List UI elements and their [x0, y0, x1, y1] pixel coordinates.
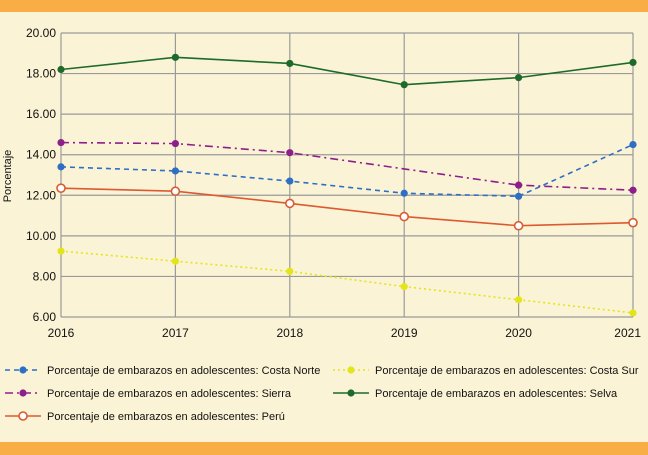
legend: Porcentaje de embarazos en adolescentes:…: [5, 365, 639, 423]
y-tick-label: 20.00: [26, 26, 56, 40]
legend-marker: [19, 389, 27, 397]
y-axis-label: Porcentaje: [2, 150, 14, 203]
legend-item: Porcentaje de embarazos en adolescentes:…: [333, 388, 618, 400]
series-line-per-: [60, 187, 634, 227]
y-axis-ticks: 6.00 8.00 10.00 12.00 14.00 16.00 18.00 20.00: [26, 26, 56, 324]
data-point: [57, 247, 65, 255]
legend-item: Porcentaje de embarazos en adolescentes:…: [5, 365, 320, 377]
data-point: [629, 58, 637, 67]
legend-label: Porcentaje de embarazos en adolescentes:…: [47, 388, 292, 400]
series-sierra: [57, 138, 637, 194]
y-tick-label: 16.00: [26, 107, 56, 121]
data-point: [286, 267, 294, 275]
y-tick-label: 18.00: [26, 67, 56, 81]
x-tick-label: 2017: [162, 326, 189, 340]
data-point: [515, 296, 523, 304]
legend-marker: [18, 411, 28, 421]
series-line-costa-sur: [60, 250, 634, 314]
data-point: [57, 163, 65, 171]
data-point: [400, 189, 408, 197]
series-per-: [56, 183, 638, 231]
data-point: [400, 81, 408, 89]
series-line-selva: [60, 56, 634, 86]
legend-item: Porcentaje de embarazos en adolescentes:…: [333, 365, 639, 377]
legend-label: Porcentaje de embarazos en adolescentes:…: [47, 411, 285, 423]
y-tick-label: 14.00: [26, 148, 56, 162]
legend-label: Porcentaje de embarazos en adolescentes:…: [47, 365, 320, 377]
legend-label: Porcentaje de embarazos en adolescentes:…: [375, 388, 618, 400]
legend-item: Porcentaje de embarazos en adolescentes:…: [5, 411, 285, 423]
data-point: [629, 140, 637, 149]
bottom-band: [0, 442, 648, 455]
y-tick-label: 12.00: [26, 188, 56, 202]
legend-marker: [19, 366, 27, 374]
data-point: [515, 74, 523, 82]
legend-label: Porcentaje de embarazos en adolescentes:…: [375, 365, 639, 377]
data-point: [286, 177, 294, 185]
data-point: [286, 59, 294, 68]
y-tick-label: 6.00: [33, 310, 57, 324]
x-tick-label: 2020: [505, 326, 532, 340]
data-point: [513, 220, 524, 231]
data-point: [286, 149, 294, 157]
series-costa-sur: [57, 247, 637, 317]
series-selva: [57, 53, 637, 89]
x-tick-label: 2019: [391, 326, 418, 340]
legend-marker: [347, 366, 355, 374]
data-point: [171, 53, 179, 61]
data-point: [629, 309, 637, 317]
x-axis-ticks: 2016 2017 2018 2019 2020 2021: [48, 326, 642, 340]
x-tick-label: 2021: [614, 326, 641, 340]
top-band: [0, 0, 648, 12]
data-point: [171, 167, 179, 175]
data-point: [171, 257, 179, 265]
data-point: [629, 186, 637, 194]
series-costa-norte: [57, 140, 637, 200]
data-point: [170, 186, 181, 197]
x-tick-label: 2018: [276, 326, 303, 340]
data-point: [56, 183, 66, 193]
data-point: [515, 181, 523, 189]
y-tick-label: 10.00: [26, 229, 56, 243]
series-line-costa-norte: [60, 143, 634, 198]
grid: [60, 32, 634, 318]
x-tick-label: 2016: [48, 326, 75, 340]
data-point: [515, 192, 523, 200]
legend-marker: [347, 389, 355, 397]
data-point: [399, 211, 410, 222]
data-point: [171, 139, 179, 148]
data-point: [628, 217, 638, 228]
y-tick-label: 8.00: [33, 269, 57, 283]
data-point: [57, 138, 65, 147]
data-point: [400, 282, 408, 291]
data-point: [284, 198, 295, 209]
data-point: [57, 65, 65, 74]
legend-item: Porcentaje de embarazos en adolescentes:…: [5, 388, 292, 400]
series-layer: [56, 53, 638, 317]
